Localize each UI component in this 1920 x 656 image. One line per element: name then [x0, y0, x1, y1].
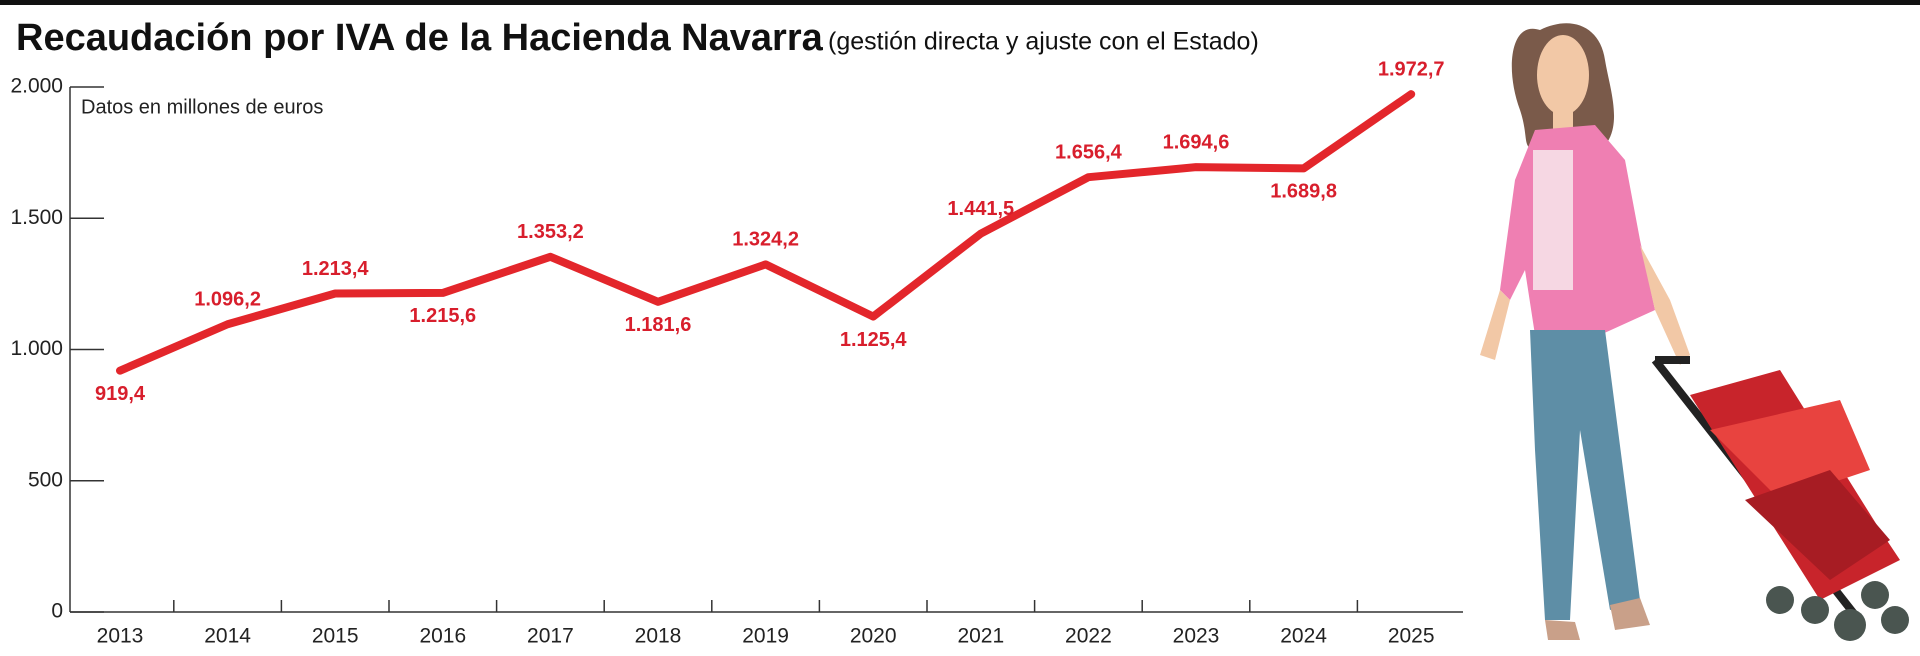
illustration — [1480, 23, 1909, 641]
value-label: 1.689,8 — [1270, 181, 1337, 203]
value-label: 1.125,4 — [840, 329, 908, 351]
y-tick-label: 2.000 — [10, 75, 63, 98]
value-label: 1.181,6 — [625, 314, 692, 336]
x-tick-label: 2022 — [1065, 625, 1112, 648]
value-label: 1.324,2 — [732, 229, 799, 251]
x-tick-label: 2024 — [1280, 625, 1327, 648]
chart-subtitle: (gestión directa y ajuste con el Estado) — [828, 28, 1259, 56]
x-tick-label: 2015 — [312, 625, 359, 648]
value-label: 1.215,6 — [409, 305, 476, 327]
x-tick-label: 2017 — [527, 625, 574, 648]
value-label: 1.656,4 — [1055, 141, 1123, 163]
x-tick-label: 2018 — [635, 625, 682, 648]
x-tick-label: 2019 — [742, 625, 789, 648]
x-tick-label: 2014 — [204, 625, 251, 648]
x-tick-label: 2025 — [1388, 625, 1435, 648]
x-tick-label: 2013 — [97, 625, 144, 648]
data-line — [116, 90, 1416, 375]
x-tick-label: 2023 — [1173, 625, 1220, 648]
value-label: 1.694,6 — [1163, 131, 1230, 153]
y-tick-label: 1.500 — [10, 206, 63, 229]
annotation: Datos en millones de euros — [81, 96, 323, 118]
value-label: 1.353,2 — [517, 221, 584, 243]
value-label: 1.096,2 — [194, 289, 261, 311]
y-tick-label: 0 — [51, 600, 63, 623]
value-label: 919,4 — [95, 383, 146, 405]
x-tick-label: 2016 — [419, 625, 466, 648]
value-label: 1.213,4 — [302, 258, 370, 280]
top-bar — [0, 0, 1920, 5]
x-tick-label: 2021 — [957, 625, 1004, 648]
value-label: 1.441,5 — [947, 198, 1014, 220]
chart-title: Recaudación por IVA de la Hacienda Navar… — [16, 17, 824, 59]
y-tick-label: 1.000 — [10, 337, 63, 360]
y-tick-label: 500 — [28, 468, 63, 491]
x-tick-label: 2020 — [850, 625, 897, 648]
value-label: 1.972,7 — [1378, 58, 1445, 80]
